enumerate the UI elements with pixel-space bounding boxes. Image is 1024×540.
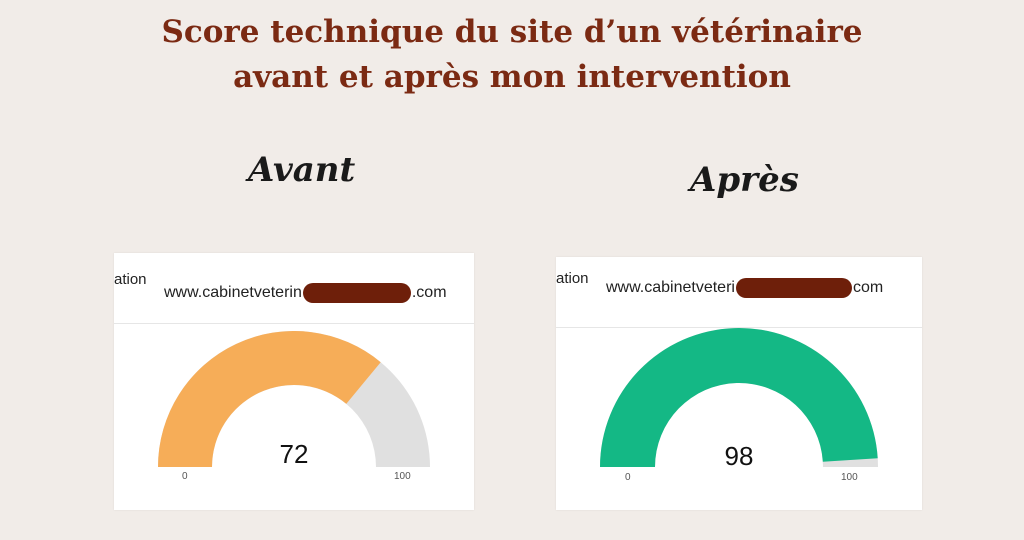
tab-label-partial: ation [556, 270, 589, 287]
gauge-fill [158, 331, 381, 467]
after-label: Après [690, 160, 799, 200]
redaction-bar [735, 278, 852, 298]
before-label: Avant [248, 150, 356, 190]
before-score-card: ation www.cabinetveterin .com 72 0 100 [114, 253, 474, 510]
gauge-min-label: 0 [182, 471, 188, 482]
card-header: ation www.cabinetveteri com [556, 257, 922, 328]
site-url: www.cabinetveteri com [606, 278, 883, 298]
url-prefix: www.cabinetveteri [606, 279, 735, 297]
title-line-1: Score technique du site d’un vétérinaire [161, 14, 863, 50]
page-title: Score technique du site d’un vétérinaire… [0, 10, 1024, 100]
url-prefix: www.cabinetveterin [164, 284, 302, 302]
gauge-min-label: 0 [625, 472, 631, 483]
redaction-bar [302, 283, 411, 303]
score-value: 72 [279, 439, 309, 469]
title-line-2: avant et après mon intervention [233, 59, 791, 95]
card-header: ation www.cabinetveterin .com [114, 253, 474, 324]
url-suffix: com [852, 279, 884, 297]
score-gauge [158, 331, 430, 467]
score-gauge [600, 328, 878, 467]
gauge-max-label: 100 [394, 471, 411, 482]
gauge-max-label: 100 [841, 472, 858, 483]
tab-label-partial: ation [114, 271, 147, 288]
score-value: 98 [724, 441, 754, 471]
gauge-fill [600, 328, 878, 467]
site-url: www.cabinetveterin .com [164, 283, 447, 303]
url-suffix: .com [411, 284, 447, 302]
after-score-card: ation www.cabinetveteri com 98 0 100 [556, 257, 922, 510]
